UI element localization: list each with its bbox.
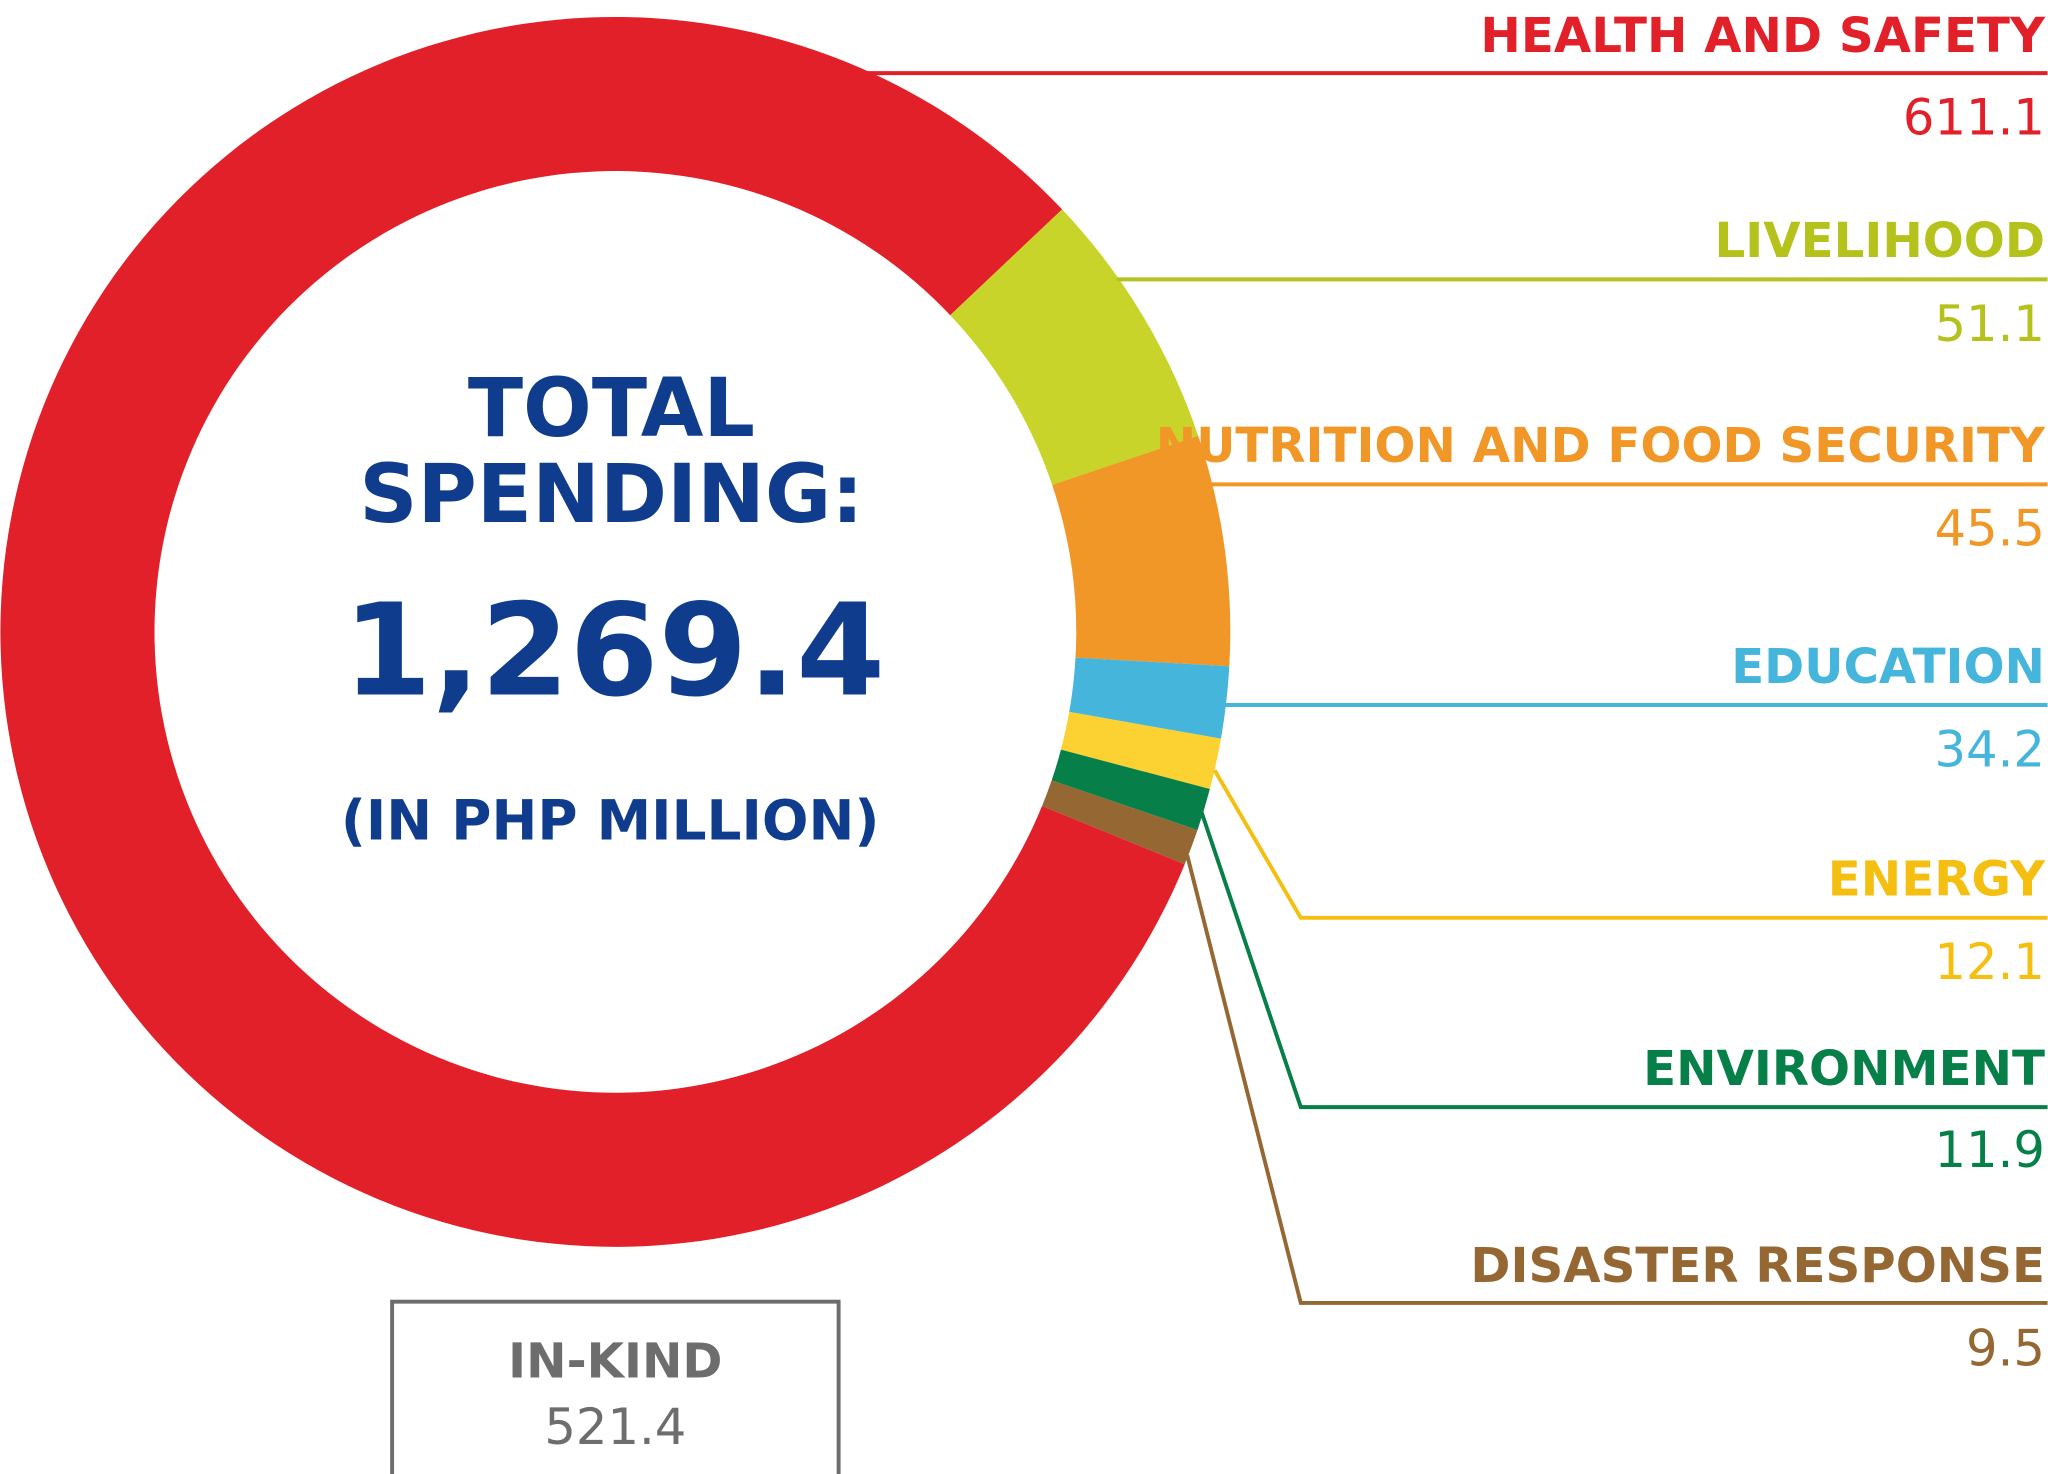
center-total: 1,269.4 <box>343 577 885 726</box>
slice-disaster-response <box>1042 780 1198 865</box>
center-unit: (IN PHP MILLION) <box>341 788 880 852</box>
legend-label-livelihood: LIVELIHOOD <box>1714 213 2045 269</box>
legend-label-environment: ENVIRONMENT <box>1643 1041 2045 1097</box>
legend-label-health-and-safety: HEALTH AND SAFETY <box>1480 8 2046 64</box>
slice-education <box>1069 657 1230 739</box>
data-label-livelihood: 51.1 <box>1934 295 2044 353</box>
in-kind-value: 521.4 <box>544 1398 686 1456</box>
slice-environment <box>1051 749 1210 831</box>
leader-lines <box>864 71 2048 1305</box>
in-kind-label: IN-KIND <box>508 1333 722 1389</box>
slice-nutrition-and-food-security <box>1052 435 1231 667</box>
data-label-environment: 11.9 <box>1934 1121 2044 1179</box>
legend-label-education: EDUCATION <box>1731 639 2045 695</box>
data-label-nutrition-and-food-security: 45.5 <box>1934 500 2044 558</box>
slice-energy <box>1060 711 1221 789</box>
legend-label-disaster-response: DISASTER RESPONSE <box>1470 1238 2045 1294</box>
data-label-energy: 12.1 <box>1934 933 2044 991</box>
slice-livelihood <box>950 209 1199 485</box>
data-label-education: 34.2 <box>1934 720 2044 778</box>
leader-line-disaster-response <box>1185 854 2048 1305</box>
center-title-line1: TOTAL <box>468 362 755 456</box>
legend-label-nutrition-and-food-security: NUTRITION AND FOOD SECURITY <box>1156 418 2046 474</box>
data-label-disaster-response: 9.5 <box>1966 1320 2045 1378</box>
center-title-line2: SPENDING: <box>359 448 863 542</box>
data-label-health-and-safety: 611.1 <box>1903 88 2045 146</box>
in-kind-box <box>390 1299 841 1474</box>
leader-line-energy <box>1212 769 2048 920</box>
donut-slices <box>0 16 1231 1247</box>
leader-line-environment <box>1199 811 2048 1110</box>
legend-label-energy: ENERGY <box>1828 852 2046 908</box>
